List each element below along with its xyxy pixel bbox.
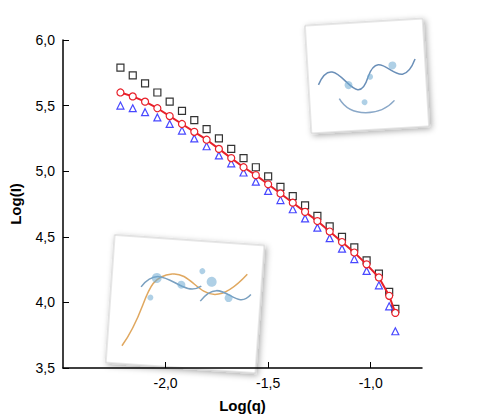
svg-text:-1,0: -1,0 <box>359 375 383 391</box>
svg-text:-2,0: -2,0 <box>154 375 178 391</box>
svg-text:6,0: 6,0 <box>36 32 56 48</box>
svg-text:-1,5: -1,5 <box>256 375 280 391</box>
svg-text:5,0: 5,0 <box>36 163 56 179</box>
svg-text:4,5: 4,5 <box>36 229 56 245</box>
svg-text:Log(I): Log(I) <box>7 183 24 225</box>
svg-text:5,5: 5,5 <box>36 98 56 114</box>
svg-text:3,5: 3,5 <box>36 360 56 376</box>
svg-text:Log(q): Log(q) <box>219 397 266 414</box>
svg-text:4,0: 4,0 <box>36 294 56 310</box>
